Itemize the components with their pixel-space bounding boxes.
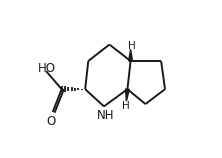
Polygon shape (126, 89, 129, 101)
Text: HO: HO (37, 62, 56, 75)
Text: NH: NH (97, 109, 115, 122)
Polygon shape (129, 49, 133, 61)
Text: O: O (46, 115, 55, 128)
Text: H: H (128, 41, 136, 51)
Text: H: H (122, 101, 130, 111)
